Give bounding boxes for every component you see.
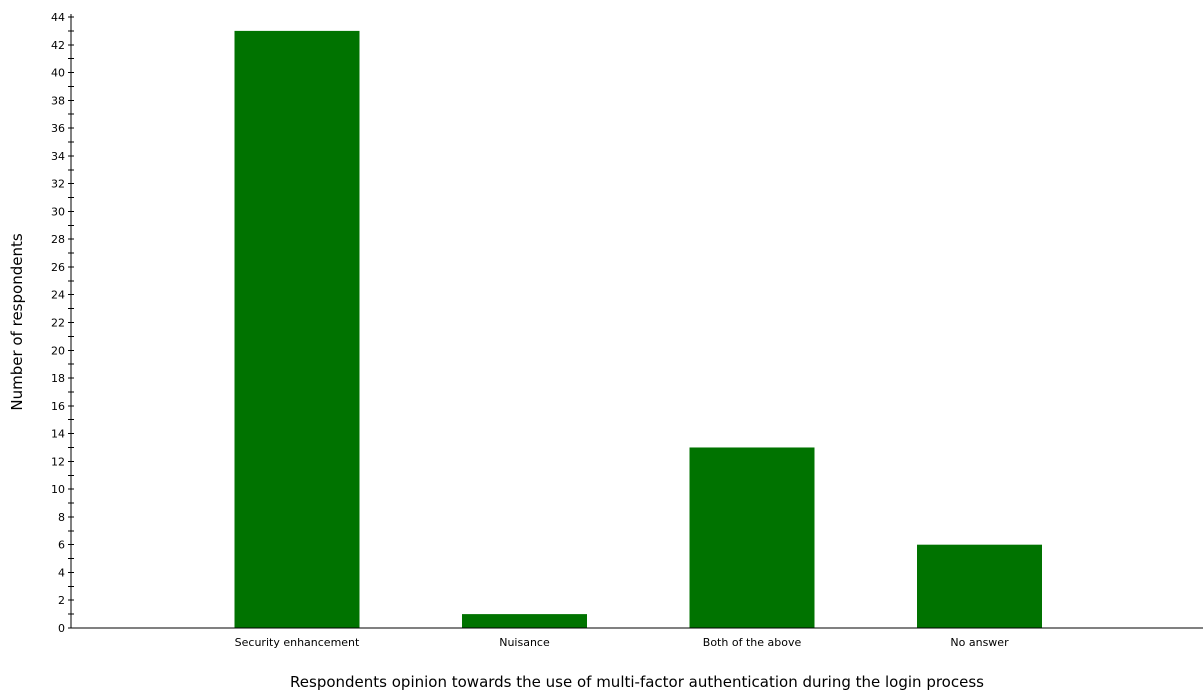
y-tick-label: 38 xyxy=(51,94,65,107)
y-tick-label: 4 xyxy=(58,566,65,579)
bar xyxy=(462,614,587,628)
y-tick-label: 18 xyxy=(51,372,65,385)
y-tick-label: 2 xyxy=(58,594,65,607)
y-tick-label: 10 xyxy=(51,483,65,496)
bar xyxy=(234,30,360,629)
y-tick-label: 20 xyxy=(51,344,65,357)
y-tick-label: 8 xyxy=(58,511,65,524)
bars-group xyxy=(234,30,1042,629)
y-tick-label: 28 xyxy=(51,233,65,246)
y-tick-label: 12 xyxy=(51,455,65,468)
x-axis-title: Respondents opinion towards the use of m… xyxy=(290,673,984,691)
bar xyxy=(689,447,815,628)
y-axis-title: Number of respondents xyxy=(8,233,26,410)
y-tick-label: 24 xyxy=(51,289,65,302)
bar xyxy=(917,544,1042,628)
x-tick-label: Both of the above xyxy=(703,636,802,649)
y-tick-label: 16 xyxy=(51,400,65,413)
x-tick-label: Security enhancement xyxy=(235,636,360,649)
x-axis-tick-labels: Security enhancement Nuisance Both of the … xyxy=(235,636,1009,649)
y-tick-label: 32 xyxy=(51,178,65,191)
y-tick-label: 42 xyxy=(51,39,65,52)
y-tick-label: 26 xyxy=(51,261,65,274)
y-tick-label: 6 xyxy=(58,539,65,552)
y-tick-label: 30 xyxy=(51,205,65,218)
y-tick-label: 40 xyxy=(51,67,65,80)
x-tick-label: Nuisance xyxy=(499,636,550,649)
y-tick-label: 0 xyxy=(58,622,65,635)
y-tick-label: 14 xyxy=(51,428,65,441)
y-tick-label: 34 xyxy=(51,150,65,163)
y-tick-label: 44 xyxy=(51,11,65,24)
y-tick-label: 22 xyxy=(51,317,65,330)
x-tick-label: No answer xyxy=(950,636,1009,649)
y-tick-label: 36 xyxy=(51,122,65,135)
